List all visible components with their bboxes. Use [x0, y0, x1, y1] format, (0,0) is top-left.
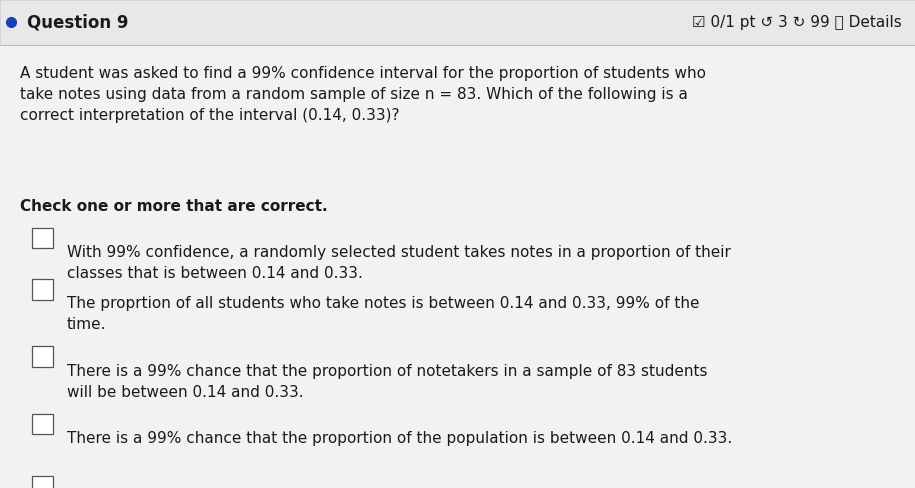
FancyBboxPatch shape — [31, 346, 52, 367]
Text: The proprtion of all students who take notes is between 0.14 and 0.33, 99% of th: The proprtion of all students who take n… — [67, 296, 699, 332]
Text: There is a 99% chance that the proportion of the population is between 0.14 and : There is a 99% chance that the proportio… — [67, 431, 732, 446]
Text: Question 9: Question 9 — [27, 14, 129, 31]
FancyBboxPatch shape — [31, 414, 52, 434]
Text: There is a 99% chance that the proportion of notetakers in a sample of 83 studen: There is a 99% chance that the proportio… — [67, 364, 707, 400]
Text: Check one or more that are correct.: Check one or more that are correct. — [20, 199, 328, 214]
Text: With 99% confidence, a randomly selected student takes notes in a proportion of : With 99% confidence, a randomly selected… — [67, 245, 731, 281]
Text: ☑ 0/1 pt ↺ 3 ↻ 99 ⓘ Details: ☑ 0/1 pt ↺ 3 ↻ 99 ⓘ Details — [692, 15, 901, 30]
FancyBboxPatch shape — [0, 0, 915, 45]
FancyBboxPatch shape — [31, 279, 52, 300]
FancyBboxPatch shape — [31, 476, 52, 488]
Text: A student was asked to find a 99% confidence interval for the proportion of stud: A student was asked to find a 99% confid… — [20, 66, 706, 123]
FancyBboxPatch shape — [31, 228, 52, 248]
